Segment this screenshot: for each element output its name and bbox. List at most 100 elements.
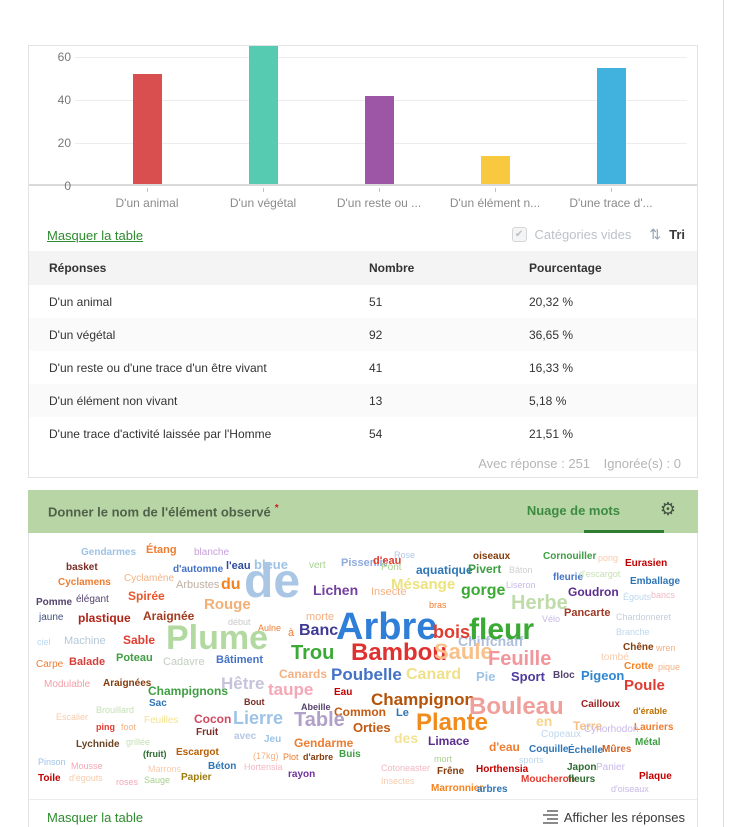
- bar-1[interactable]: [249, 46, 278, 184]
- show-answers-button[interactable]: Afficher les réponses: [542, 808, 685, 826]
- cloud-word: Terre: [573, 719, 603, 733]
- cloud-word: Pigeon: [581, 668, 625, 683]
- cloud-word: Pinson: [38, 757, 66, 767]
- empty-categories-label: Catégories vides: [534, 227, 632, 242]
- question-panel-header: Donner le nom de l'élément observé * Nuag…: [28, 490, 698, 533]
- y-tick-label: 60: [57, 50, 71, 64]
- bar-4[interactable]: [597, 67, 626, 184]
- ignored-count: Ignorée(s) : 0: [603, 456, 681, 471]
- cloud-word: Pivert: [468, 562, 502, 576]
- cloud-word: oiseaux: [473, 551, 511, 562]
- cloud-word: Feuilles: [144, 715, 179, 726]
- cloud-word: Hêtre: [221, 674, 265, 693]
- cloud-word: avec: [234, 731, 257, 742]
- table-row: D'un élément non vivant 13 5,18 %: [29, 384, 697, 417]
- cloud-word: Coquille: [529, 744, 569, 755]
- cloud-word: du: [221, 576, 241, 593]
- cloud-word: Aulne: [258, 623, 282, 633]
- cloud-word: Cyclamens: [58, 577, 111, 588]
- cloud-word: d'oiseaux: [611, 784, 649, 794]
- tab-nuage-de-mots[interactable]: Nuage de mots: [526, 503, 620, 518]
- cloud-word: Frêne: [437, 766, 465, 777]
- cloud-word: Carpe: [36, 659, 64, 670]
- cloud-word: Limace: [428, 734, 470, 748]
- cloud-word: Moucheron: [521, 774, 575, 785]
- cloud-word: Poteau: [116, 652, 153, 664]
- cloud-word: Brouillard: [96, 705, 135, 715]
- table-cell: 21,51 %: [529, 426, 574, 441]
- table-cell: D'un reste ou d'une trace d'un être viva…: [49, 360, 267, 375]
- cloud-word: Lierre: [233, 708, 284, 728]
- cloud-word: d'arbre: [303, 752, 334, 762]
- cloud-word: Plot: [283, 752, 299, 762]
- cloud-word: blanche: [194, 547, 230, 558]
- cloud-word: tombé: [601, 652, 629, 663]
- cloud-word: Feuille: [488, 648, 552, 670]
- cloud-word: début: [228, 617, 251, 627]
- cloud-word: Chardonneret: [616, 612, 672, 622]
- cloud-word: Araignée: [143, 609, 195, 623]
- cloud-word: Arbre: [336, 606, 438, 648]
- cloud-word: bleue: [254, 557, 288, 572]
- empty-categories-checkbox[interactable]: ✔: [511, 227, 527, 242]
- response-summary: Avec réponse : 251 Ignorée(s) : 0: [468, 456, 681, 471]
- cloud-word: Cornouiller: [543, 551, 597, 562]
- cloud-word: Machine: [64, 635, 106, 647]
- cloud-word: d'automne: [173, 564, 224, 575]
- bar-0[interactable]: [133, 74, 162, 184]
- word-cloud: Gendarmes Étang blanche basket d'automne l'ea…: [29, 533, 697, 797]
- cloud-word: à: [288, 627, 295, 639]
- hide-table-link[interactable]: Masquer la table: [47, 228, 144, 243]
- hide-table-link-bottom[interactable]: Masquer la table: [47, 810, 144, 825]
- cloud-word: Banc: [299, 622, 339, 639]
- table-cell: Réponses: [49, 261, 107, 275]
- cloud-word: Buis: [339, 749, 361, 760]
- x-axis-label: D'un animal: [115, 196, 179, 210]
- cloud-word: Sport: [511, 669, 545, 684]
- cloud-word: Common: [334, 705, 386, 719]
- chart-x-axis-labels: D'un animal D'un végétal D'un reste ou ...…: [89, 196, 669, 210]
- cloud-word: élégant: [76, 594, 109, 605]
- table-row: D'un végétal 92 36,65 %: [29, 318, 697, 351]
- table-cell: 54: [369, 426, 383, 441]
- cloud-word: Champignon: [371, 690, 475, 709]
- wordcloud-card: Gendarmes Étang blanche basket d'automne l'ea…: [28, 533, 698, 827]
- sort-arrows-icon[interactable]: ⇅: [649, 226, 662, 242]
- cloud-word: Métal: [635, 737, 661, 748]
- cloud-word: wren: [656, 643, 676, 653]
- cloud-word: mort: [434, 754, 452, 764]
- table-cell: 92: [369, 327, 383, 342]
- table-cell: D'une trace d'activité laissée par l'Hom…: [49, 426, 272, 441]
- cloud-word: fleur: [469, 613, 535, 646]
- cloud-word: Bouleau: [469, 693, 564, 720]
- gear-icon[interactable]: ⚙: [659, 499, 676, 519]
- bar-3[interactable]: [481, 156, 510, 184]
- table-row: D'une trace d'activité laissée par l'Hom…: [29, 417, 697, 450]
- cloud-word: d'eau: [489, 740, 520, 754]
- cloud-word: en: [536, 713, 553, 729]
- cloud-word: bras: [429, 600, 447, 610]
- table-header-row: Réponses Nombre Pourcentage: [29, 251, 697, 285]
- y-tick-label: 0: [64, 179, 71, 193]
- cloud-word: Japon: [567, 762, 597, 773]
- cloud-word: Poule: [624, 677, 665, 694]
- cloud-word: grillée: [126, 737, 151, 747]
- cloud-word: Cailloux: [581, 699, 620, 710]
- sort-button[interactable]: Tri: [669, 227, 685, 242]
- table-cell: Pourcentage: [529, 261, 602, 275]
- cloud-word: Eau: [334, 687, 353, 698]
- active-tab-underline: [584, 530, 664, 533]
- cloud-word: Bâtiment: [216, 654, 264, 666]
- cloud-word: Pissenlit: [341, 557, 387, 569]
- with-response-count: Avec réponse : 251: [478, 456, 591, 471]
- bar-2[interactable]: [365, 95, 394, 184]
- cloud-word: vert: [309, 560, 326, 571]
- cloud-word: Sac: [149, 698, 167, 709]
- cloud-word: sports: [519, 755, 544, 765]
- cloud-word: Eurasien: [625, 558, 668, 569]
- cloud-word: Table: [294, 709, 345, 731]
- cloud-word: Lauriers: [634, 722, 674, 733]
- cloud-word: morte: [306, 611, 335, 623]
- cloud-word: Chêne: [623, 642, 654, 653]
- cloud-word: fleurie: [553, 572, 584, 583]
